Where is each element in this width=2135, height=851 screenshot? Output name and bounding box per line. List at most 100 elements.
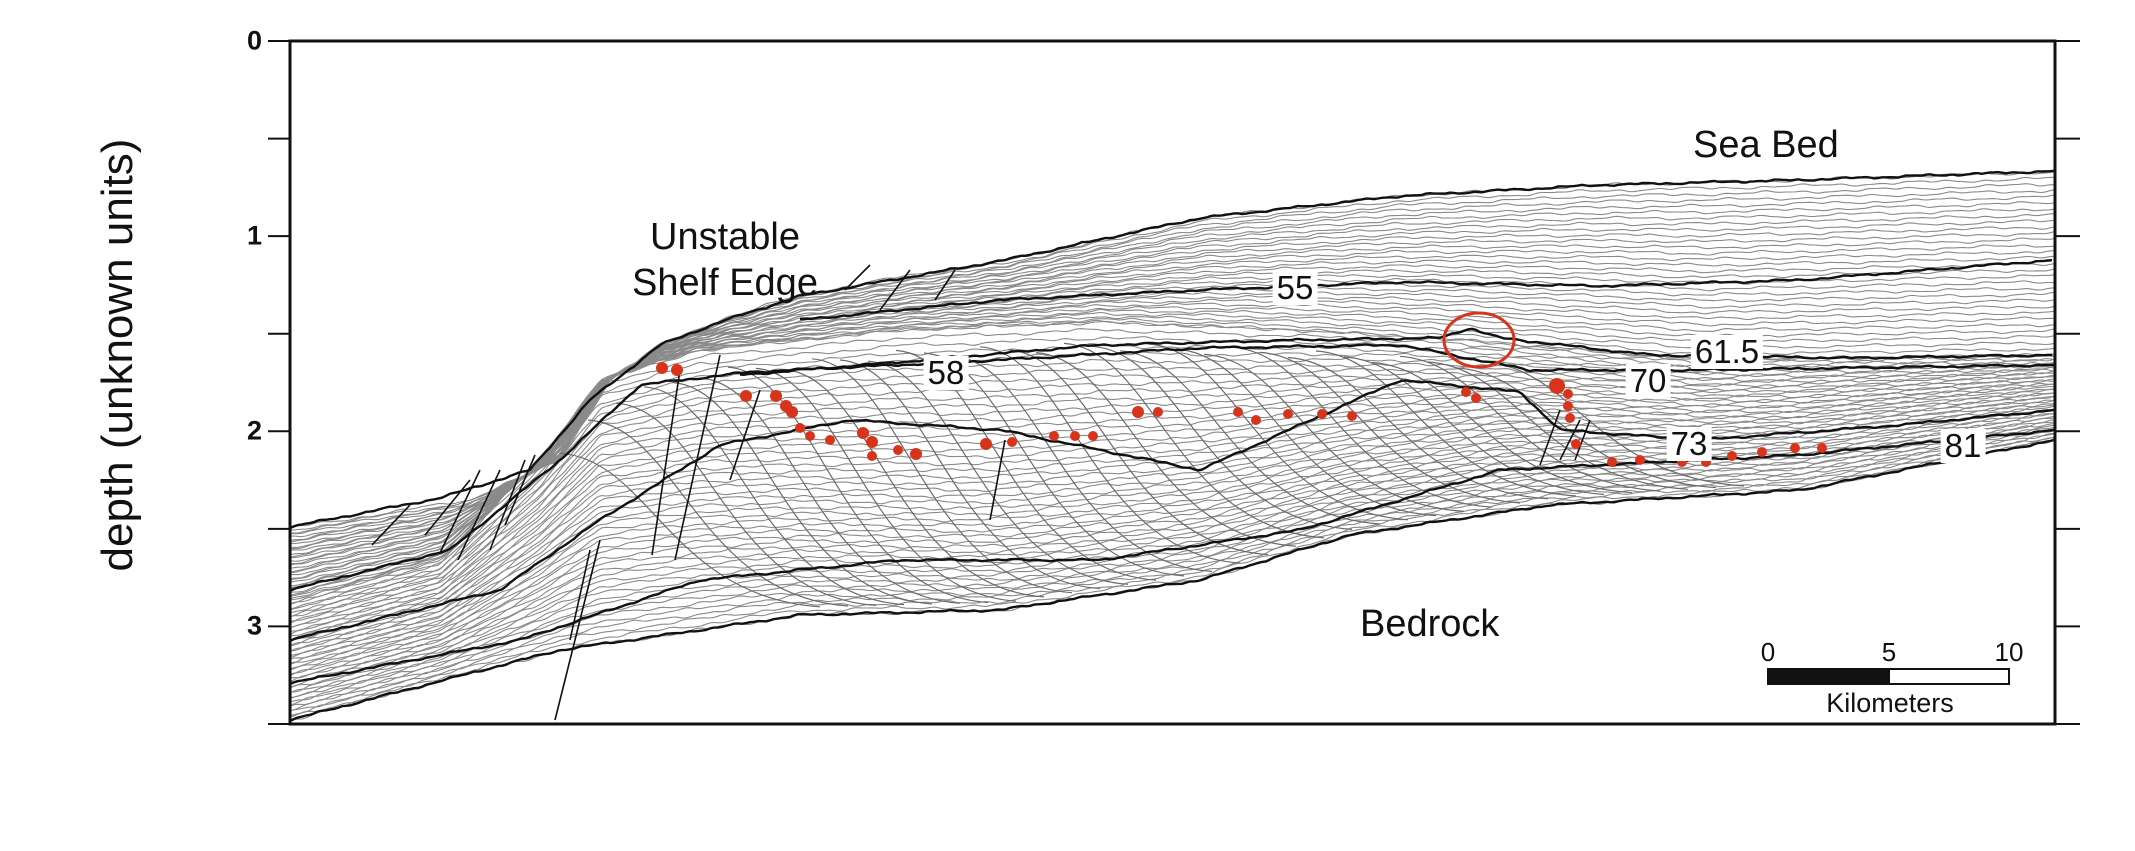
fault xyxy=(424,479,471,536)
reflector xyxy=(290,432,2055,712)
horizon-line xyxy=(290,379,2055,643)
horizon-lines xyxy=(290,169,2055,723)
sample-marker xyxy=(893,445,903,455)
horizon-label-73: 73 xyxy=(1666,427,1712,461)
fault xyxy=(439,469,481,554)
reflector xyxy=(290,408,2055,677)
clinoform xyxy=(1455,367,1717,489)
clinoform xyxy=(1203,353,1465,512)
scale-tick-10: 10 xyxy=(1994,637,2024,667)
sample-marker xyxy=(1471,393,1481,403)
fault xyxy=(371,504,411,546)
fault xyxy=(879,269,911,311)
reflector xyxy=(290,385,2055,647)
sample-marker xyxy=(1070,431,1080,441)
reflector xyxy=(290,370,2055,622)
sample-marker xyxy=(656,362,668,374)
reflector xyxy=(290,351,2055,611)
sample-marker xyxy=(1251,415,1261,425)
clinoform xyxy=(699,377,961,604)
clinoform xyxy=(1399,355,1661,492)
sample-marker xyxy=(1461,387,1471,397)
fault xyxy=(1559,419,1581,461)
sample-marker xyxy=(1757,447,1767,457)
scale-bar xyxy=(1767,668,2010,685)
reflector xyxy=(290,376,2055,629)
reflector xyxy=(290,362,2055,618)
fault xyxy=(569,549,591,641)
clinoform xyxy=(1231,346,1493,508)
fault xyxy=(554,539,601,721)
scale-unit-label: Kilometers xyxy=(1826,688,1954,718)
reflector xyxy=(290,368,2055,624)
clinoform xyxy=(1259,351,1521,504)
clinoform xyxy=(1315,350,1577,497)
sample-marker xyxy=(1727,451,1737,461)
sample-marker xyxy=(795,423,805,433)
horizon-label-70: 70 xyxy=(1625,364,1671,398)
clinoform xyxy=(1091,345,1353,530)
clinoform xyxy=(1147,343,1409,521)
clinoform xyxy=(1343,356,1605,495)
reflector xyxy=(290,423,2055,698)
reflector xyxy=(290,302,2054,587)
sample-marker xyxy=(805,431,815,441)
horizon-line xyxy=(290,428,2055,686)
sample-marker xyxy=(1817,443,1827,453)
fault xyxy=(1574,419,1591,461)
fault xyxy=(651,369,681,556)
sample-marker xyxy=(786,406,798,418)
unstable-shelf-line2: Shelf Edge xyxy=(632,262,818,304)
clinoform xyxy=(811,358,1073,594)
reflector xyxy=(290,388,2055,652)
sample-marker xyxy=(1565,413,1575,423)
horizon-line xyxy=(290,169,2055,530)
unstable-shelf-line1: Unstable xyxy=(650,216,800,258)
clinoform xyxy=(1119,350,1381,525)
sample-marker xyxy=(1153,407,1163,417)
clinoform xyxy=(783,369,1045,598)
sample-marker xyxy=(1563,401,1573,411)
reflector xyxy=(290,372,2054,629)
reflector xyxy=(290,403,2055,671)
reflector xyxy=(290,226,2055,550)
scale-tick-0: 0 xyxy=(1760,637,1776,667)
fault xyxy=(934,269,956,301)
sample-marker xyxy=(1635,455,1645,465)
reflector xyxy=(290,426,2055,703)
y-tick-0: 0 xyxy=(246,25,262,56)
horizon-label-61-5: 61.5 xyxy=(1690,335,1764,369)
reflector xyxy=(290,392,2055,656)
reflector xyxy=(290,419,2055,693)
sample-marker xyxy=(1317,409,1327,419)
clinoform xyxy=(1483,361,1745,487)
reflector xyxy=(290,383,2055,642)
reflector xyxy=(290,379,2054,636)
sample-marker xyxy=(671,364,683,376)
sample-marker xyxy=(1007,437,1017,447)
y-tick-1: 1 xyxy=(246,220,262,251)
sample-marker xyxy=(1571,439,1581,449)
sample-marker xyxy=(1347,411,1357,421)
horizon-label-55: 55 xyxy=(1272,271,1318,305)
clinoform xyxy=(727,366,989,604)
reflector xyxy=(290,428,2055,706)
highlight-circle xyxy=(1442,311,1516,369)
reflector xyxy=(290,374,2055,632)
sample-marker xyxy=(770,390,782,402)
horizon-line xyxy=(290,343,2055,593)
fault xyxy=(729,389,761,481)
clinoform xyxy=(1035,352,1297,547)
reflector xyxy=(290,388,2055,647)
reflector xyxy=(290,383,2055,641)
y-tick-3: 3 xyxy=(246,610,262,641)
sample-marker xyxy=(1549,378,1565,394)
fault xyxy=(457,469,501,561)
reflector xyxy=(290,365,2055,617)
reflector xyxy=(290,291,2055,580)
sea-bed-label: Sea Bed xyxy=(1693,124,1839,166)
fault xyxy=(489,459,526,551)
clinoform xyxy=(671,381,933,605)
fault xyxy=(674,354,721,561)
